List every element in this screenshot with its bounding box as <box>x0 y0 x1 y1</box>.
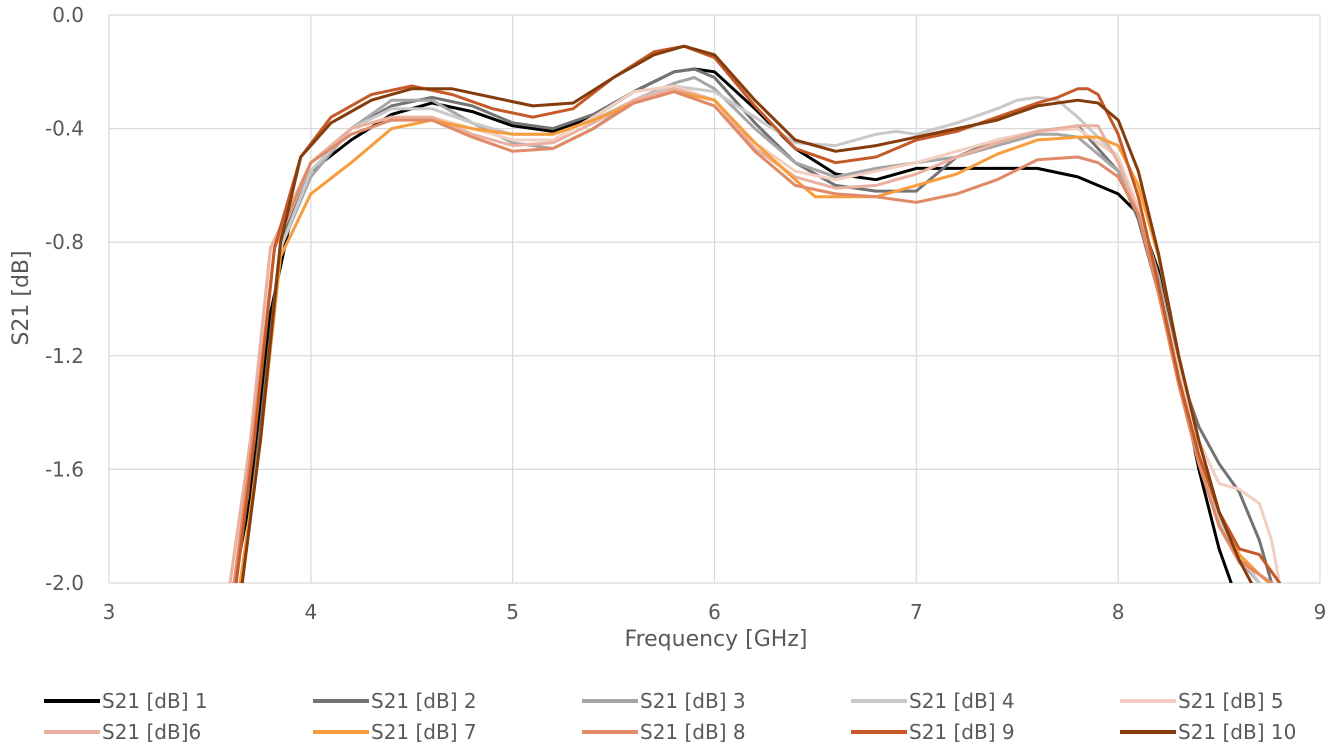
legend-label: S21 [dB] 5 <box>1178 689 1284 713</box>
legend-label: S21 [dB] 2 <box>371 689 477 713</box>
legend-label: S21 [dB] 1 <box>102 689 208 713</box>
x-tick-label: 8 <box>1112 600 1125 624</box>
x-tick-labels: 3 4 5 6 7 8 9 <box>103 600 1327 624</box>
series-line-9 <box>234 44 1282 583</box>
x-tick-label: 3 <box>103 600 116 624</box>
series-line-8 <box>232 90 1274 583</box>
x-tick-label: 4 <box>304 600 317 624</box>
y-tick-label: -2.0 <box>45 571 84 595</box>
legend: S21 [dB] 1 S21 [dB] 2 S21 [dB] 3 S21 [dB] 4… <box>44 689 1296 744</box>
series-line-3 <box>238 76 1261 583</box>
legend-label: S21 [dB]6 <box>102 720 201 744</box>
gridlines <box>108 14 1321 584</box>
y-tick-label: -0.8 <box>45 230 84 254</box>
series-line-6 <box>228 87 1271 583</box>
series-line-7 <box>238 90 1271 583</box>
y-tick-label: 0.0 <box>52 3 84 27</box>
legend-label: S21 [dB] 10 <box>1178 720 1296 744</box>
y-axis-label: S21 [dB] <box>9 250 34 345</box>
legend-label: S21 [dB] 8 <box>640 720 746 744</box>
legend-label: S21 [dB] 9 <box>909 720 1015 744</box>
x-tick-label: 5 <box>506 600 519 624</box>
series-line-1 <box>232 67 1233 583</box>
y-tick-labels: 0.0 -0.4 -0.8 -1.2 -1.6 -2.0 <box>45 3 84 595</box>
legend-label: S21 [dB] 7 <box>371 720 477 744</box>
y-tick-label: -1.2 <box>45 344 84 368</box>
x-axis-label: Frequency [GHz] <box>625 627 808 652</box>
x-tick-label: 7 <box>910 600 923 624</box>
y-tick-label: -0.4 <box>45 117 84 141</box>
series-line-5 <box>228 84 1282 583</box>
series-line-10 <box>240 44 1253 583</box>
x-tick-label: 6 <box>708 600 721 624</box>
x-tick-label: 9 <box>1314 600 1327 624</box>
y-tick-label: -1.6 <box>45 457 84 481</box>
series-lines <box>228 44 1282 583</box>
legend-label: S21 [dB] 4 <box>909 689 1015 713</box>
legend-label: S21 [dB] 3 <box>640 689 746 713</box>
